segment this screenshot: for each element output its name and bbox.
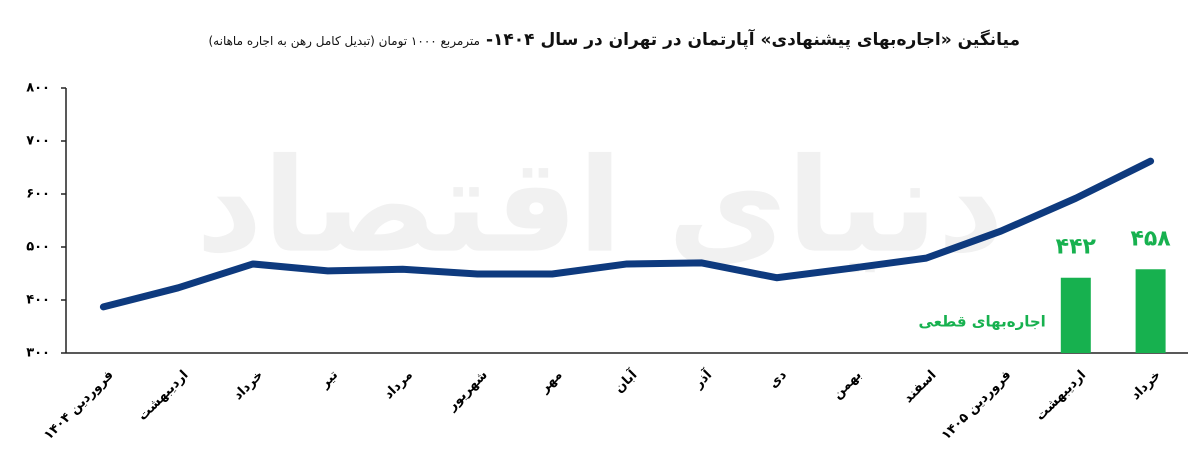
chart-subtitle: مترمربع ۱۰۰۰ تومان (تبدیل کامل رهن به اج… (208, 34, 480, 48)
chart-title: میانگین «اجاره‌بهای پیشنهادی» آپارتمان د… (485, 30, 1020, 50)
x-tick-label: مرداد (381, 368, 416, 403)
x-tick-label: بهمن (830, 368, 865, 403)
x-tick-label: اردیبهشت (135, 368, 191, 424)
x-tick-label: فروردین ۱۴۰۵ (939, 368, 1014, 443)
x-tick-label: خرداد (1128, 368, 1164, 404)
y-tick-label: ۸۰۰ (26, 81, 50, 96)
x-tick-label: آبان (610, 366, 640, 396)
x-tick-label: اسفند (901, 368, 939, 406)
chart-header: میانگین «اجاره‌بهای پیشنهادی» آپارتمان د… (208, 30, 1020, 50)
x-tick-label: خرداد (231, 368, 267, 404)
bar-series-label: اجاره‌بهای قطعی (919, 313, 1046, 331)
bar (1135, 269, 1166, 353)
x-tick-label: فروردین ۱۴۰۴ (41, 368, 116, 443)
x-tick-label: اردیبهشت (1033, 368, 1089, 424)
x-tick-label: دی (766, 367, 790, 391)
bar-value-label: ۴۴۲ (1056, 235, 1097, 260)
bar-value-label: ۴۵۸ (1130, 226, 1171, 251)
watermark: دنیای اقتصاد (196, 130, 1004, 282)
y-tick-label: ۵۰۰ (26, 240, 50, 255)
x-tick-label: مهر (537, 368, 566, 397)
bar (1060, 277, 1091, 353)
y-tick-label: ۷۰۰ (26, 134, 50, 149)
x-tick-label: تیر (317, 368, 341, 392)
x-tick-label: آذر (689, 366, 715, 392)
line (99, 157, 1155, 311)
y-tick-label: ۳۰۰ (26, 346, 50, 361)
y-tick-label: ۴۰۰ (26, 293, 50, 308)
y-tick-label: ۶۰۰ (26, 187, 50, 202)
x-tick-label: شهریور (444, 368, 491, 415)
